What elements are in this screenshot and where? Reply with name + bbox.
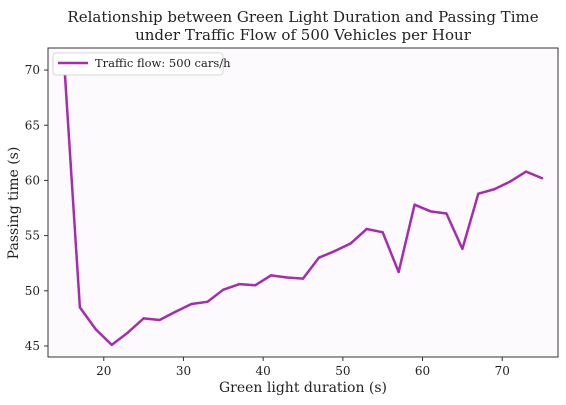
data-point: [381, 231, 384, 234]
y-tick-label: 50: [25, 284, 40, 298]
x-tick-label: 30: [176, 364, 191, 378]
data-point: [238, 282, 241, 286]
data-point: [253, 284, 257, 287]
y-tick-label: 65: [25, 118, 40, 132]
data-point: [540, 177, 544, 180]
legend-label: Traffic flow: 500 cars/h: [95, 56, 231, 70]
y-tick-label: 60: [25, 173, 40, 187]
data-point: [142, 317, 145, 320]
data-point: [190, 302, 193, 306]
data-point: [333, 249, 337, 253]
data-point: [493, 188, 496, 191]
y-tick-label: 70: [25, 63, 40, 77]
data-point: [126, 331, 129, 334]
data-point: [461, 247, 464, 251]
x-axis-label: Green light duration (s): [219, 380, 387, 396]
legend-box: [52, 52, 224, 76]
x-tick-label: 40: [256, 364, 271, 378]
data-point: [285, 276, 289, 279]
data-point: [78, 306, 82, 309]
x-tick-label: 50: [335, 364, 350, 378]
x-tick-label: 70: [495, 364, 510, 378]
data-point: [269, 274, 273, 277]
legend: Traffic flow: 500 cars/h: [52, 52, 231, 76]
data-point: [429, 210, 432, 213]
data-point: [222, 288, 225, 291]
y-tick-label: 45: [25, 339, 40, 353]
y-axis-label: Passing time (s): [6, 147, 22, 260]
data-point: [508, 180, 512, 183]
data-point: [365, 227, 368, 231]
x-tick-label: 60: [415, 364, 430, 378]
data-point: [317, 256, 321, 259]
chart-title-line-1: Relationship between Green Light Duratio…: [67, 8, 538, 26]
chart-title-line-2: under Traffic Flow of 500 Vehicles per H…: [135, 26, 472, 44]
x-axis: 20 30 40 50 60 70: [96, 357, 510, 378]
data-point: [413, 203, 416, 206]
data-point: [158, 318, 161, 322]
data-point: [110, 343, 113, 347]
data-point: [174, 310, 177, 313]
data-point: [349, 242, 353, 245]
data-point: [477, 192, 480, 195]
data-point: [445, 212, 448, 215]
y-axis: 45 50 55 60 65 70: [25, 63, 48, 353]
y-tick-label: 55: [25, 229, 40, 243]
data-point: [206, 300, 209, 304]
data-point: [94, 328, 98, 331]
x-tick-label: 20: [96, 364, 111, 378]
data-point: [524, 170, 528, 173]
plot-area: [47, 47, 559, 358]
data-point: [397, 270, 400, 274]
data-point: [301, 277, 305, 280]
